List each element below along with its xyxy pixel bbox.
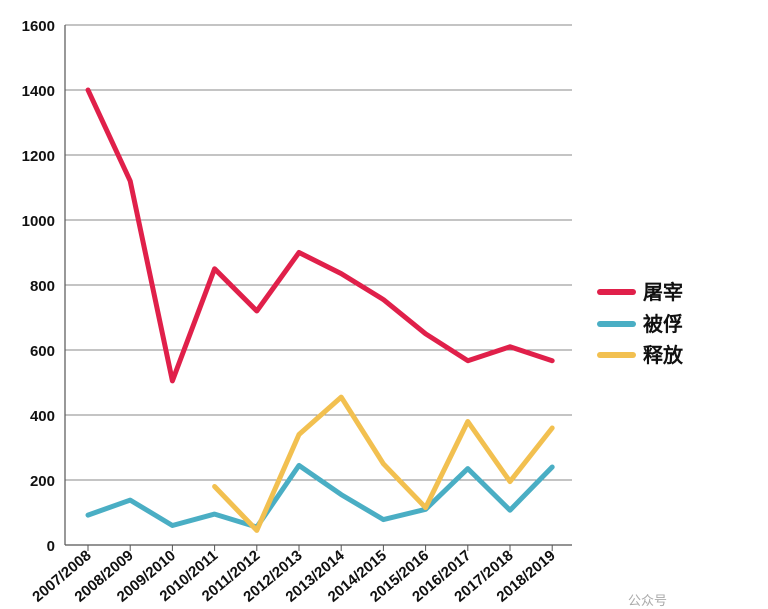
x-axis-ticks: 2007/20082008/20092009/20102010/20112011… — [29, 545, 559, 606]
series-lines — [85, 87, 555, 533]
series-line-0 — [85, 87, 555, 384]
y-tick-label: 600 — [30, 343, 55, 360]
legend-label: 被俘 — [643, 312, 683, 336]
series-line-2 — [212, 394, 555, 533]
gridlines — [65, 24, 572, 481]
legend-label: 屠宰 — [643, 280, 683, 304]
y-tick-label: 1600 — [22, 18, 55, 35]
legend-label: 释放 — [643, 343, 684, 367]
y-tick-label: 400 — [30, 408, 55, 425]
y-tick-label: 1000 — [22, 213, 55, 230]
axes — [64, 25, 572, 546]
y-axis-ticks: 0 200 400 600 800 1000 1200 1400 1600 — [22, 18, 55, 555]
watermark-text: 公众号 — [628, 594, 667, 609]
y-tick-label: 200 — [30, 473, 55, 490]
series-line-1 — [85, 462, 555, 530]
y-tick-label: 1200 — [22, 148, 55, 165]
y-tick-label: 800 — [30, 278, 55, 295]
y-tick-label: 0 — [47, 538, 55, 555]
y-tick-label: 1400 — [22, 83, 55, 100]
